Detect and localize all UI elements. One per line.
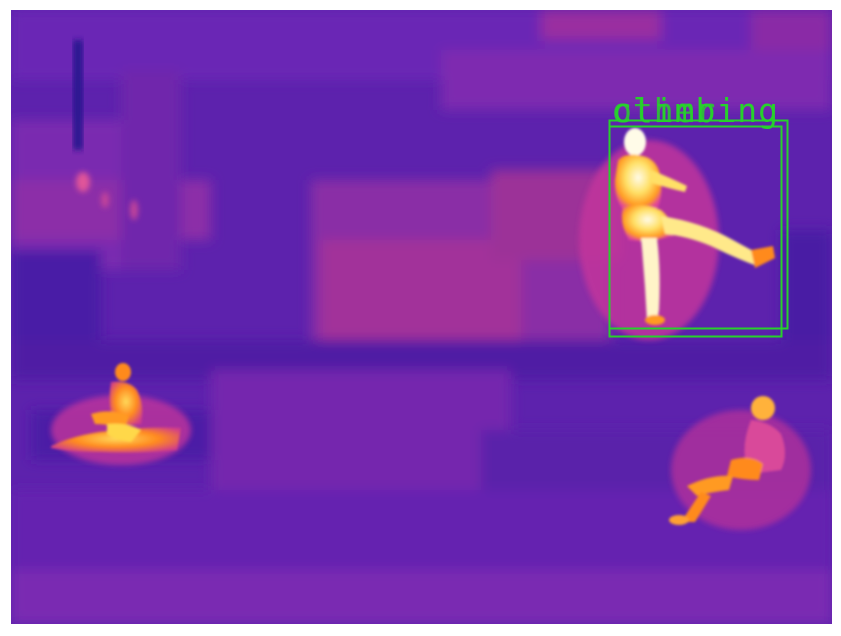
person-sitting-right <box>669 396 811 530</box>
detection-box-b <box>608 125 783 338</box>
person-kicking <box>579 128 775 340</box>
person-sitting-left <box>51 363 191 465</box>
detection-label-other: other <box>612 91 716 130</box>
warm-spots <box>76 172 138 220</box>
thermal-image-frame: climbing other <box>11 10 832 624</box>
detection-label-climbing: climbing <box>612 91 779 130</box>
dark-post <box>73 40 83 150</box>
thermal-scene: climbing other <box>11 10 832 624</box>
background-structures <box>11 10 832 624</box>
detection-overlay: climbing other <box>608 91 789 338</box>
